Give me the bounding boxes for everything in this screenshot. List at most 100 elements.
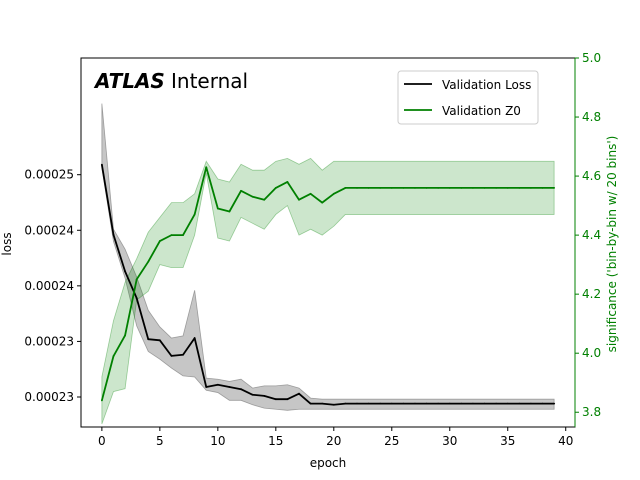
point-validation-z0: [541, 186, 544, 189]
point-validation-loss: [263, 394, 266, 397]
point-validation-z0: [274, 186, 277, 189]
point-validation-loss: [158, 339, 161, 342]
point-validation-loss: [147, 338, 150, 341]
y-right-tick-label: 5.0: [582, 51, 601, 65]
x-tick-label: 20: [326, 434, 341, 448]
x-tick-label: 15: [268, 434, 283, 448]
x-tick-label: 25: [384, 434, 399, 448]
series-lines: [100, 163, 556, 406]
y-left-tick-label: 0.00023: [24, 334, 74, 348]
point-validation-loss: [274, 398, 277, 401]
point-validation-z0: [193, 213, 196, 216]
point-validation-loss: [390, 402, 393, 405]
y-left-tick-label: 0.00023: [24, 390, 74, 404]
band-validation-loss: [101, 103, 555, 411]
point-validation-loss: [135, 297, 138, 299]
y-right-axis-label: significance ('bin-by-bin w/ 20 bins'): [605, 136, 619, 353]
x-tick-label: 35: [500, 434, 515, 448]
point-validation-z0: [460, 186, 463, 189]
point-validation-loss: [286, 398, 289, 401]
legend-box: [397, 70, 539, 125]
atlas-label: ATLAS: [93, 69, 165, 93]
point-validation-z0: [298, 198, 300, 201]
point-validation-z0: [147, 260, 150, 263]
point-validation-loss: [541, 402, 544, 405]
point-validation-z0: [402, 186, 405, 189]
point-validation-z0: [390, 186, 393, 189]
point-validation-loss: [367, 402, 370, 405]
point-validation-z0: [472, 186, 474, 189]
point-validation-loss: [205, 386, 208, 388]
x-axis-ticks: 0 5 10 15 20 25 30 35 40: [98, 427, 573, 448]
point-validation-z0: [205, 166, 208, 169]
point-validation-loss: [437, 402, 440, 405]
point-validation-loss: [506, 402, 509, 405]
point-validation-loss: [112, 233, 115, 236]
point-validation-z0: [182, 234, 184, 237]
x-tick-label: 30: [442, 434, 457, 448]
point-validation-z0: [344, 186, 347, 189]
point-validation-loss: [379, 402, 382, 405]
x-axis-label: epoch: [310, 456, 347, 470]
y-right-tick-label: 4.6: [582, 169, 601, 183]
y-right-tick-label: 4.2: [582, 287, 601, 301]
confidence-bands: [101, 103, 555, 425]
point-validation-loss: [309, 402, 312, 405]
point-validation-loss: [240, 388, 242, 391]
point-validation-z0: [506, 186, 509, 189]
point-validation-z0: [448, 186, 451, 189]
point-validation-z0: [379, 186, 382, 189]
point-validation-z0: [158, 240, 161, 242]
point-validation-z0: [437, 186, 440, 189]
point-validation-loss: [483, 402, 486, 405]
point-validation-z0: [553, 186, 556, 189]
point-validation-z0: [228, 210, 231, 213]
y-right-tick-label: 4.0: [582, 346, 601, 360]
point-validation-loss: [332, 403, 335, 406]
x-tick-label: 40: [558, 434, 573, 448]
point-validation-loss: [124, 270, 126, 273]
y-left-tick-label: 0.00024: [24, 279, 74, 293]
x-tick-label: 10: [210, 434, 225, 448]
internal-label: Internal: [171, 69, 248, 93]
point-validation-loss: [402, 402, 405, 405]
point-validation-z0: [112, 355, 115, 358]
y-right-tick-label: 4.4: [582, 228, 601, 242]
band-validation-z0: [101, 157, 555, 425]
point-validation-loss: [182, 353, 184, 356]
point-validation-z0: [251, 195, 254, 198]
point-validation-z0: [495, 186, 498, 189]
point-validation-loss: [298, 392, 300, 395]
y-left-tick-label: 0.00024: [24, 223, 74, 237]
point-validation-z0: [286, 181, 289, 183]
line-validation-loss: [100, 164, 555, 406]
legend-label-validation-loss: Validation Loss: [442, 78, 531, 92]
point-validation-z0: [483, 186, 486, 189]
point-validation-loss: [414, 402, 416, 405]
point-validation-loss: [518, 402, 521, 405]
point-validation-z0: [414, 186, 416, 189]
point-validation-loss: [472, 402, 474, 405]
point-validation-loss: [553, 402, 556, 405]
legend: Validation Loss Validation Z0: [397, 70, 539, 125]
point-validation-loss: [100, 163, 103, 166]
point-validation-z0: [321, 201, 324, 204]
point-validation-loss: [460, 402, 463, 405]
point-validation-z0: [367, 186, 370, 189]
point-validation-loss: [321, 402, 324, 405]
point-validation-z0: [309, 192, 312, 195]
y-right-tick-label: 4.8: [582, 110, 601, 124]
point-validation-z0: [425, 186, 428, 189]
x-tick-label: 0: [98, 434, 106, 448]
point-validation-loss: [495, 402, 498, 405]
y-left-axis-ticks: 0.00023 0.00023 0.00024 0.00024 0.00025: [24, 168, 81, 404]
point-validation-loss: [356, 402, 358, 405]
point-validation-loss: [228, 386, 231, 388]
point-validation-z0: [356, 186, 358, 189]
point-validation-z0: [216, 207, 219, 210]
point-validation-loss: [344, 402, 347, 405]
line-validation-z0: [100, 166, 555, 401]
point-validation-loss: [448, 402, 451, 405]
point-validation-z0: [332, 192, 335, 195]
